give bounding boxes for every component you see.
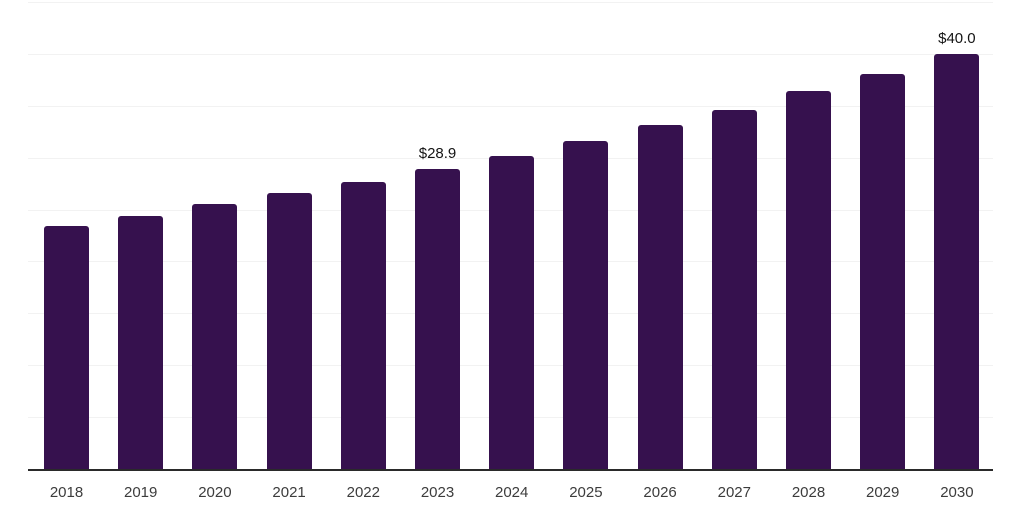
bar-2027 — [711, 110, 757, 469]
bar-2018 — [44, 226, 89, 469]
x-tick-label: 2019 — [124, 484, 158, 501]
bar-2030 — [934, 54, 980, 469]
x-tick-label: 2023 — [420, 484, 455, 501]
x-tick-label: 2021 — [272, 484, 306, 501]
gridline — [28, 106, 993, 107]
bar-value-label: $28.9 — [418, 145, 457, 162]
x-tick-label: 2030 — [940, 484, 974, 501]
x-tick-label: 2020 — [198, 484, 232, 501]
plot-area: $28.9 $40.0 — [28, 2, 993, 471]
bar-2024 — [489, 156, 535, 469]
bar-2029 — [860, 74, 906, 469]
x-tick-label: 2027 — [717, 484, 751, 501]
bar-2019 — [118, 216, 164, 469]
gridline — [28, 54, 993, 55]
x-tick-label: 2028 — [791, 484, 826, 501]
bar-2020 — [192, 204, 238, 469]
x-tick-label: 2018 — [49, 484, 84, 501]
x-tick-label: 2025 — [569, 484, 603, 501]
bar-2022 — [340, 182, 386, 469]
x-tick-label: 2026 — [643, 484, 677, 501]
bar-2028 — [786, 91, 831, 469]
bar-2021 — [266, 193, 312, 469]
bar-2023 — [415, 169, 460, 469]
x-tick-label: 2022 — [346, 484, 380, 501]
bar-value-label: $40.0 — [938, 30, 976, 47]
x-tick-label: 2029 — [866, 484, 900, 501]
bar-2026 — [637, 125, 683, 469]
gridline — [28, 2, 993, 3]
bar-2025 — [563, 141, 609, 469]
x-tick-label: 2024 — [495, 484, 529, 501]
